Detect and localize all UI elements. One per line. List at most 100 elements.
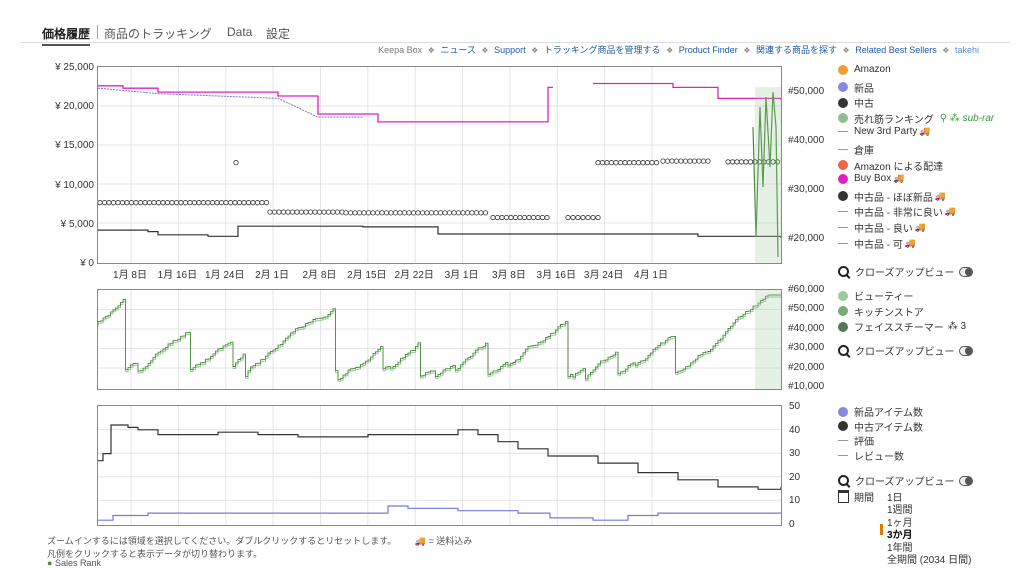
nav-link-product-finder[interactable]: Product Finder bbox=[678, 45, 738, 55]
sales-rank-chart[interactable] bbox=[97, 289, 782, 390]
used-like-new-point bbox=[687, 158, 693, 164]
count-tick: 50 bbox=[789, 401, 801, 412]
sub-rank-link[interactable]: ⚲ ⁂ sub-rar bbox=[939, 112, 995, 124]
price-legend-item[interactable]: 中古品 - 良い 🚚 bbox=[838, 220, 926, 235]
toggle-switch[interactable] bbox=[958, 266, 973, 277]
period-option[interactable]: 全期間 (2034 日間) bbox=[887, 555, 972, 566]
rank-legend-item[interactable]: キッチンストア bbox=[838, 304, 924, 319]
legend-label: フェイススチーマー bbox=[854, 323, 944, 334]
date-tick: 3月 1日 bbox=[444, 270, 479, 281]
used-like-new-point bbox=[512, 214, 519, 221]
closeup-label: クローズアップビュー bbox=[855, 347, 955, 358]
price-legend-item[interactable]: Amazon bbox=[838, 64, 891, 75]
legend-label: 中古品 - ほぼ新品 bbox=[854, 192, 933, 204]
magnifier-icon bbox=[838, 345, 849, 356]
price-legend-item[interactable]: New 3rd Party 🚚 bbox=[838, 126, 931, 137]
dot-marker bbox=[838, 321, 848, 332]
cut-off-label: Sales Rank bbox=[54, 558, 101, 568]
used-like-new-point bbox=[644, 160, 651, 166]
date-tick: 2月 15日 bbox=[347, 270, 387, 281]
buy-box-series bbox=[98, 85, 553, 123]
used-like-new-point bbox=[437, 210, 444, 216]
price-legend-item[interactable]: 中古品 - 非常に良い 🚚 bbox=[838, 204, 956, 219]
used-count-series bbox=[98, 424, 781, 490]
price-legend-item[interactable]: 中古品 - 可 🚚 bbox=[838, 236, 916, 251]
period-option[interactable]: 1日 bbox=[887, 493, 903, 504]
used-like-new-point bbox=[442, 210, 448, 216]
price-chart-plot bbox=[98, 67, 781, 263]
nav-link-news[interactable]: ニュース bbox=[440, 45, 476, 55]
diamond-icon: ❖ bbox=[666, 46, 674, 55]
legend-label: キッチンストア bbox=[854, 307, 924, 319]
used-like-new-point bbox=[460, 210, 466, 216]
nav-link-user[interactable]: takehi bbox=[954, 45, 979, 55]
nav-link-manage-tracking[interactable]: トラッキング商品を管理する bbox=[543, 45, 661, 55]
legend-label: Amazon bbox=[854, 64, 891, 75]
rank-legend-item[interactable]: フェイススチーマー ⁂ 3 bbox=[838, 319, 966, 334]
dot-marker bbox=[838, 160, 848, 171]
toggle-switch[interactable] bbox=[958, 475, 973, 486]
price-legend-item[interactable]: 新品 bbox=[838, 80, 874, 95]
used-like-new-point bbox=[303, 209, 309, 215]
used-like-new-point bbox=[271, 209, 278, 215]
sales-rank-series bbox=[98, 296, 781, 382]
price-legend-item[interactable]: 中古品 - ほぼ新品 🚚 bbox=[838, 189, 946, 204]
nav-link-related-products[interactable]: 関連する商品を探す bbox=[756, 45, 838, 55]
closeup-toggle-rank[interactable]: クローズアップビュー bbox=[838, 343, 973, 358]
offer-count-chart[interactable] bbox=[97, 405, 782, 526]
count-legend-item[interactable]: レビュー数 bbox=[838, 448, 904, 463]
sales-rank-series bbox=[98, 294, 781, 380]
nav-link-support[interactable]: Support bbox=[494, 45, 526, 55]
tab-price-history[interactable]: 価格履歴 bbox=[42, 25, 91, 46]
price-legend-item[interactable]: 倉庫 bbox=[838, 142, 874, 157]
date-tick: 2月 22日 bbox=[394, 270, 434, 281]
used-like-new-point bbox=[401, 210, 408, 216]
dot-marker bbox=[838, 82, 848, 93]
period-option[interactable]: 1ヶ月 bbox=[887, 517, 913, 529]
tab-data[interactable]: Data bbox=[227, 25, 253, 39]
used-like-new-point bbox=[747, 159, 754, 165]
used-like-new-point bbox=[397, 210, 403, 216]
closeup-toggle-count[interactable]: クローズアップビュー bbox=[838, 473, 973, 488]
period-option[interactable]: 3か月 bbox=[887, 530, 913, 542]
used-like-new-point bbox=[316, 209, 323, 215]
price-legend-item[interactable]: 中古 bbox=[838, 95, 874, 110]
used-like-new-point bbox=[169, 200, 175, 206]
period-option[interactable]: 1年間 bbox=[887, 542, 913, 554]
hierarchy-icon: ⁂ 3 bbox=[947, 321, 967, 332]
price-chart[interactable] bbox=[97, 66, 782, 264]
used-like-new-point bbox=[599, 160, 606, 166]
used-like-new-point bbox=[200, 200, 207, 206]
toggle-switch[interactable] bbox=[958, 345, 973, 356]
used-like-new-point bbox=[725, 159, 731, 165]
tab-settings[interactable]: 設定 bbox=[266, 27, 291, 41]
sales-rank-plot bbox=[98, 290, 781, 389]
rank-legend-item[interactable]: ビューティー bbox=[838, 288, 913, 303]
tab-tracking[interactable]: 商品のトラッキング bbox=[104, 27, 212, 41]
used-like-new-point bbox=[446, 210, 453, 216]
date-tick: 2月 8日 bbox=[302, 270, 337, 281]
price-legend-item[interactable]: Amazon による配達 bbox=[838, 158, 943, 173]
used-like-new-point bbox=[155, 200, 162, 206]
used-like-new-point bbox=[696, 158, 702, 164]
used-like-new-point bbox=[365, 210, 372, 216]
dash-marker bbox=[838, 454, 848, 456]
used-like-new-point bbox=[325, 209, 332, 215]
closeup-toggle-price[interactable]: クローズアップビュー bbox=[838, 264, 973, 279]
price-legend-item[interactable]: 売れ筋ランキング ⚲ ⁂ sub-rar bbox=[838, 111, 994, 126]
nav-link-related-best-sellers[interactable]: Related Best Sellers bbox=[855, 45, 937, 55]
legend-label: 中古 bbox=[854, 99, 874, 111]
price-legend-item[interactable]: Buy Box 🚚 bbox=[838, 173, 904, 184]
used-like-new-point bbox=[743, 159, 749, 165]
used-like-new-point bbox=[570, 214, 576, 221]
dot-marker bbox=[838, 113, 848, 124]
used-like-new-point bbox=[415, 210, 421, 216]
used-like-new-point bbox=[729, 159, 736, 165]
used-like-new-point bbox=[565, 214, 571, 221]
price-tick: ¥ 25,000 bbox=[55, 62, 94, 73]
count-legend-item[interactable]: 評価 bbox=[838, 433, 874, 448]
period-option[interactable]: 1週間 bbox=[887, 505, 913, 517]
dot-marker bbox=[838, 64, 848, 75]
count-legend-item[interactable]: 新品アイテム数 bbox=[838, 404, 923, 419]
count-legend-item[interactable]: 中古アイテム数 bbox=[838, 419, 923, 434]
